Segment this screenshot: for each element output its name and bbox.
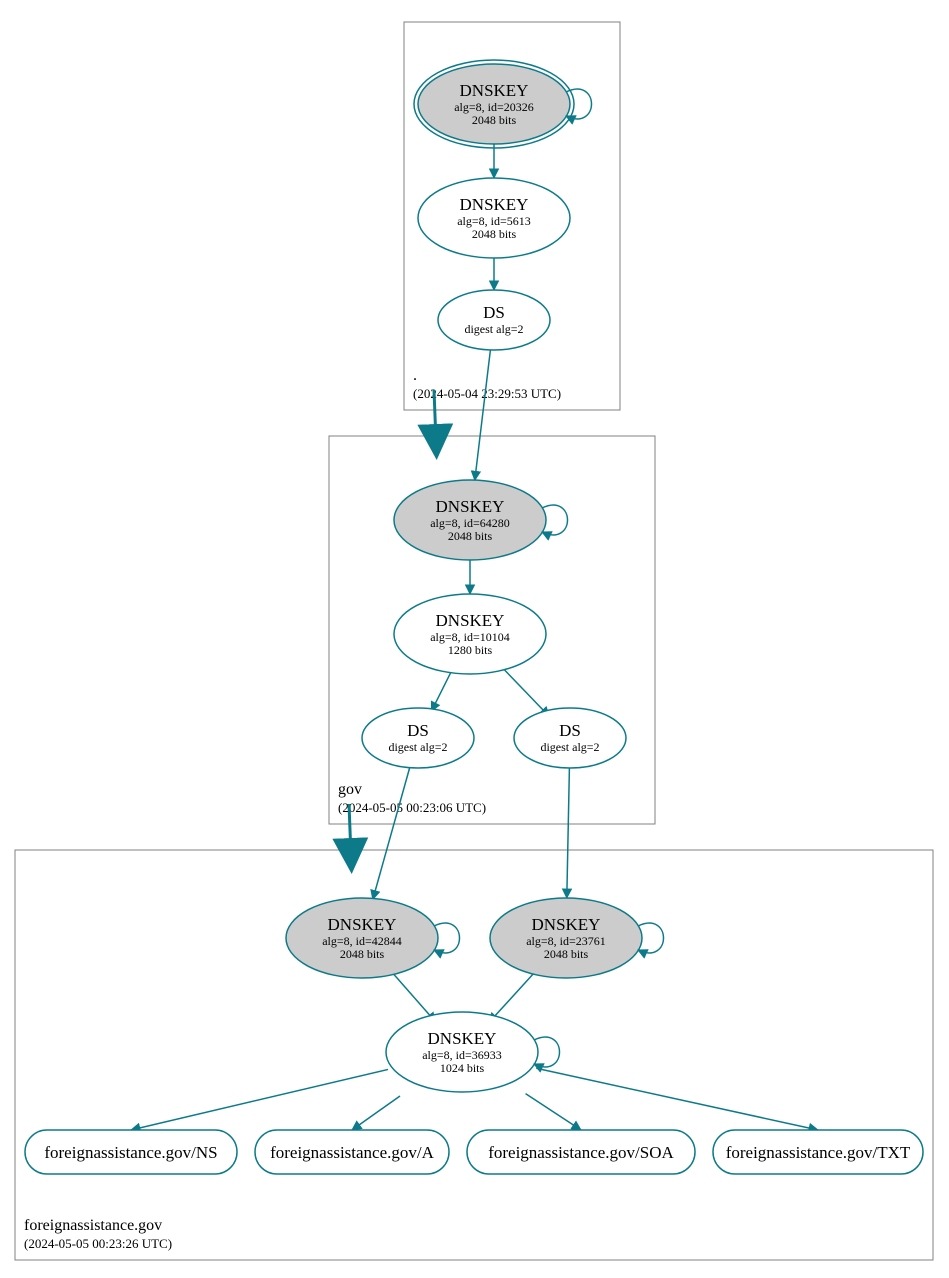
node-line3: 1024 bits [440, 1061, 485, 1075]
node-line2: alg=8, id=36933 [422, 1048, 502, 1062]
node-root_zsk: DNSKEYalg=8, id=56132048 bits [418, 178, 570, 258]
node-line3: 2048 bits [448, 529, 493, 543]
edge [475, 350, 491, 480]
node-title: DNSKEY [428, 1029, 497, 1048]
zone-label: gov [338, 781, 362, 798]
edge [388, 968, 435, 1022]
node-root_ds: DSdigest alg=2 [438, 290, 550, 350]
zone-arrow [434, 390, 436, 442]
edge-record [352, 1096, 400, 1130]
edge [489, 968, 539, 1023]
record-label: foreignassistance.gov/A [270, 1143, 435, 1162]
node-root_ksk: DNSKEYalg=8, id=203262048 bits [414, 60, 592, 148]
node-title: DS [483, 303, 505, 322]
node-title: DNSKEY [436, 611, 505, 630]
zone-arrow [349, 804, 351, 856]
zone-label: foreignassistance.gov [24, 1217, 162, 1234]
node-line2: alg=8, id=23761 [526, 934, 606, 948]
edge [567, 768, 570, 898]
node-line2: alg=8, id=64280 [430, 516, 510, 530]
record-3: foreignassistance.gov/TXT [713, 1130, 923, 1174]
edge [498, 663, 549, 717]
record-label: foreignassistance.gov/NS [44, 1143, 217, 1162]
node-line2: alg=8, id=5613 [457, 214, 531, 228]
zone-timestamp: (2024-05-05 00:23:06 UTC) [338, 800, 486, 815]
edge [373, 767, 410, 900]
edge-record [536, 1068, 818, 1130]
node-line2: alg=8, id=42844 [322, 934, 402, 948]
record-label: foreignassistance.gov/SOA [488, 1143, 674, 1162]
node-line2: digest alg=2 [464, 322, 523, 336]
edge-record [131, 1069, 388, 1130]
node-fa_ksk1: DNSKEYalg=8, id=428442048 bits [286, 898, 460, 978]
node-title: DNSKEY [532, 915, 601, 934]
node-gov_ds2: DSdigest alg=2 [514, 708, 626, 768]
node-gov_ksk: DNSKEYalg=8, id=642802048 bits [394, 480, 568, 560]
node-fa_zsk: DNSKEYalg=8, id=369331024 bits [386, 1012, 560, 1092]
record-label: foreignassistance.gov/TXT [726, 1143, 911, 1162]
node-fa_ksk2: DNSKEYalg=8, id=237612048 bits [490, 898, 664, 978]
zone-label: . [413, 367, 417, 384]
node-line3: 2048 bits [472, 227, 517, 241]
node-line2: digest alg=2 [388, 740, 447, 754]
node-line2: alg=8, id=20326 [454, 100, 534, 114]
edge-record [526, 1094, 581, 1130]
node-line3: 1280 bits [448, 643, 493, 657]
node-line2: digest alg=2 [540, 740, 599, 754]
record-1: foreignassistance.gov/A [255, 1130, 449, 1174]
node-line3: 2048 bits [544, 947, 589, 961]
node-title: DNSKEY [460, 195, 529, 214]
node-gov_ds1: DSdigest alg=2 [362, 708, 474, 768]
node-line3: 2048 bits [340, 947, 385, 961]
node-title: DNSKEY [460, 81, 529, 100]
record-0: foreignassistance.gov/NS [25, 1130, 237, 1174]
record-2: foreignassistance.gov/SOA [467, 1130, 695, 1174]
node-title: DS [559, 721, 581, 740]
zone-timestamp: (2024-05-05 00:23:26 UTC) [24, 1236, 172, 1251]
node-gov_zsk: DNSKEYalg=8, id=101041280 bits [394, 594, 546, 674]
node-line3: 2048 bits [472, 113, 517, 127]
node-title: DNSKEY [328, 915, 397, 934]
node-line2: alg=8, id=10104 [430, 630, 510, 644]
node-title: DNSKEY [436, 497, 505, 516]
dnssec-diagram: .(2024-05-04 23:29:53 UTC)gov(2024-05-05… [0, 0, 949, 1278]
node-title: DS [407, 721, 429, 740]
edge [431, 670, 452, 711]
